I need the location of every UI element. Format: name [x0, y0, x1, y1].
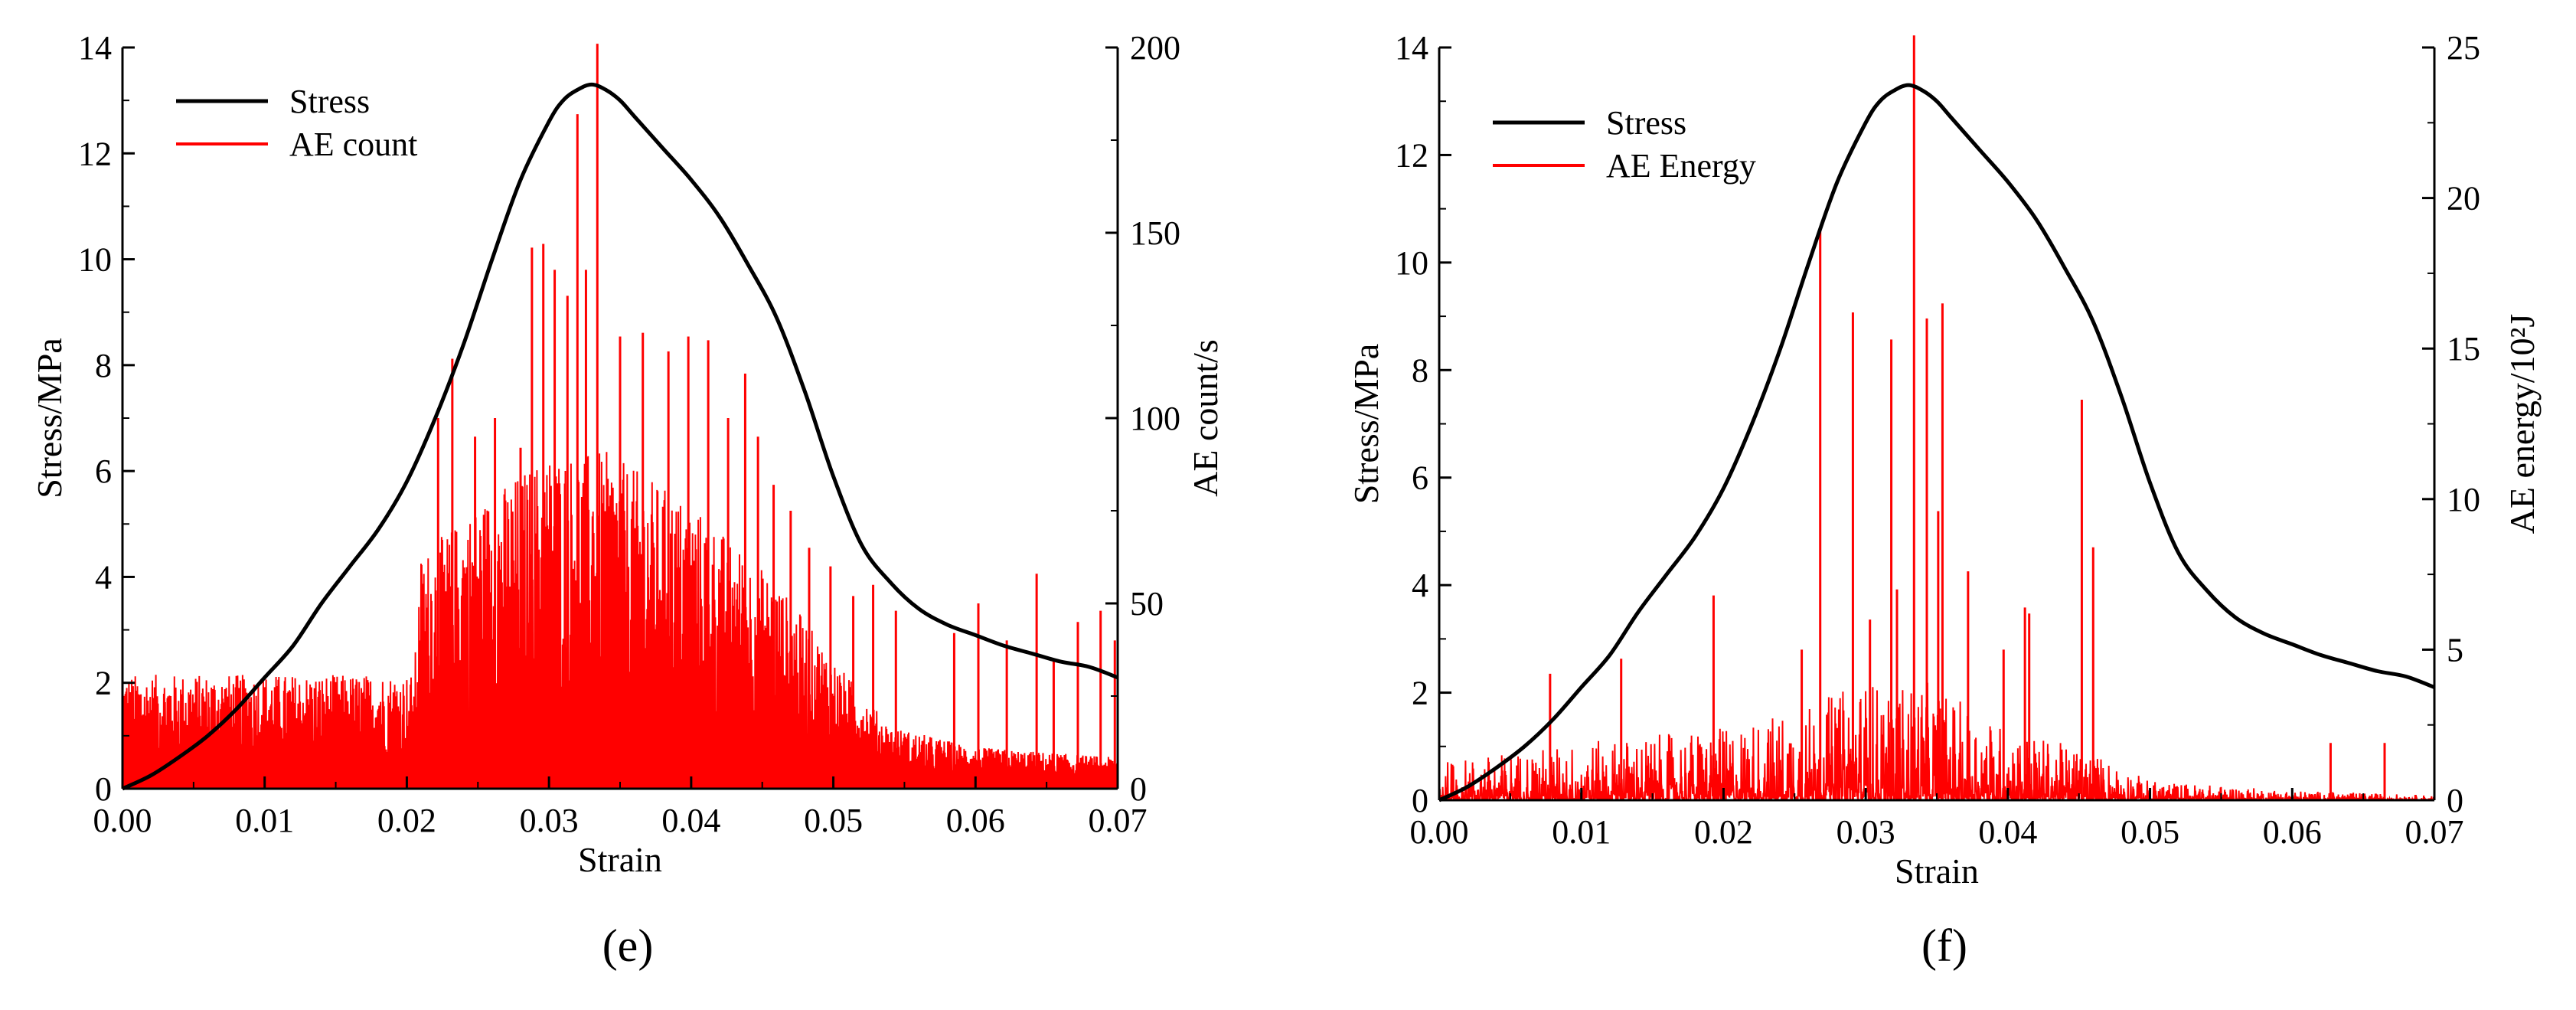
- y-tick-label: 14: [1395, 29, 1428, 67]
- y-tick-label: 8: [95, 347, 112, 384]
- y-tick-label: 4: [1412, 567, 1428, 604]
- y2-tick-label: 100: [1130, 400, 1180, 437]
- ae-series-fill: [1439, 682, 2434, 800]
- y-tick-label: 4: [95, 558, 112, 596]
- y2-tick-label: 150: [1130, 214, 1180, 252]
- legend-label-stress: Stress: [289, 83, 370, 120]
- x-tick-label: 0.01: [1552, 813, 1611, 851]
- y2-tick-label: 20: [2447, 180, 2480, 217]
- chart-panel-f: 0.00 0.01 0.02 0.03 0.04 0.05 0.06 0.07 Strain 0 2…: [1347, 29, 2542, 971]
- stress-curve: [121, 82, 1118, 791]
- x-tick-label: 0.07: [1089, 802, 1148, 839]
- x-tick-label: 0.01: [235, 802, 294, 839]
- y-tick-label: 12: [78, 135, 112, 172]
- y-tick-label: 14: [78, 29, 112, 67]
- y2-tick-label: 50: [1130, 585, 1164, 623]
- x-tick-label: 0.04: [661, 802, 720, 839]
- panel-label: (f): [1921, 920, 1967, 971]
- y-tick-label: 10: [1395, 244, 1428, 282]
- y-tick-label: 0: [1412, 782, 1428, 819]
- x-tick-label: 0.00: [93, 802, 152, 839]
- y-axis-title: Stress/MPa: [30, 338, 69, 498]
- y-tick-label: 0: [95, 770, 112, 808]
- y2-axis-title: AE energy/10²J: [2503, 314, 2542, 534]
- x-tick-label: 0.00: [1410, 813, 1469, 851]
- y-tick-label: 6: [1412, 459, 1428, 497]
- y-tick-label: 2: [1412, 675, 1428, 712]
- chart-panel-e: 0.00 0.01 0.02 0.03 0.04 0.05 0.06 0.07 Strain 0 2…: [30, 29, 1225, 971]
- y-tick-label: 2: [95, 665, 112, 702]
- x-axis-title: Strain: [1895, 851, 1979, 891]
- x-tick-label: 0.06: [946, 802, 1005, 839]
- y2-tick-label: 10: [2447, 481, 2480, 518]
- y2-tick-label: 0: [1130, 770, 1147, 808]
- y2-tick-label: 15: [2447, 330, 2480, 368]
- x-tick-label: 0.05: [804, 802, 863, 839]
- legend: Stress AE Energy: [1493, 104, 1756, 185]
- x-tick-label: 0.06: [2263, 813, 2322, 851]
- y2-tick-label: 200: [1130, 29, 1180, 67]
- y-axis-title: Stress/MPa: [1347, 344, 1386, 505]
- x-tick-label: 0.04: [1978, 813, 2037, 851]
- x-tick-label: 0.02: [1694, 813, 1753, 851]
- y2-tick-label: 0: [2447, 782, 2463, 819]
- legend: Stress AE count: [176, 83, 417, 163]
- legend-label-ae: AE count: [289, 126, 417, 163]
- x-tick-label: 0.05: [2121, 813, 2179, 851]
- panel-label: (e): [602, 920, 654, 971]
- legend-label-stress: Stress: [1606, 104, 1686, 142]
- y-tick-label: 10: [78, 241, 112, 279]
- y2-tick-label: 25: [2447, 29, 2480, 67]
- stress-curve: [1438, 83, 2435, 802]
- ae-series: [1439, 35, 2434, 800]
- legend-label-ae: AE Energy: [1606, 147, 1756, 185]
- y-tick-label: 12: [1395, 136, 1428, 174]
- y2-tick-label: 5: [2447, 631, 2463, 668]
- ae-series: [122, 44, 1118, 789]
- x-axis-title: Strain: [578, 840, 662, 879]
- x-tick-label: 0.03: [1837, 813, 1895, 851]
- y-tick-label: 6: [95, 453, 112, 490]
- y2-axis-title: AE count/s: [1186, 339, 1225, 497]
- x-tick-label: 0.07: [2405, 813, 2464, 851]
- y-tick-label: 8: [1412, 351, 1428, 389]
- x-tick-label: 0.03: [520, 802, 579, 839]
- x-tick-label: 0.02: [377, 802, 436, 839]
